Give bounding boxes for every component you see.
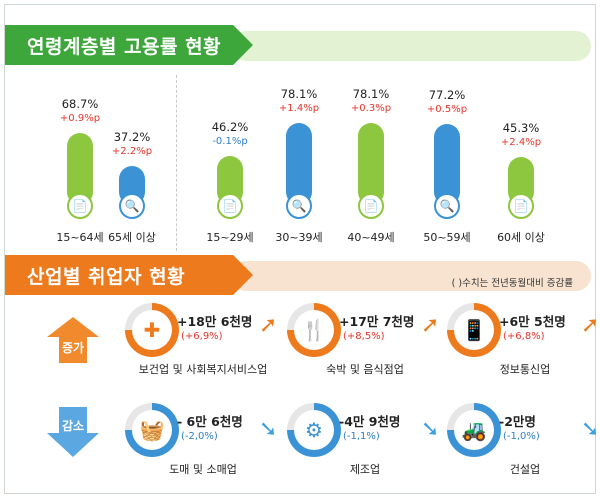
- industry-name: 제조업: [349, 463, 381, 476]
- smartphone-icon: 📱: [454, 310, 494, 350]
- change-label: +2.2%p: [111, 146, 153, 157]
- trend-down-icon: ➘: [421, 417, 440, 442]
- change-label: +1.4%p: [278, 103, 320, 114]
- trend-down-icon: ➘: [581, 417, 600, 442]
- industry-item: 🚜 -2만명 (-1,0%) ➘ 건설업: [435, 403, 600, 476]
- bar-5: [358, 123, 384, 205]
- category-label: 60세 이상: [497, 231, 545, 244]
- change-label: +2.4%p: [500, 137, 542, 148]
- search-document-icon: 🔍: [286, 193, 312, 219]
- industry-item: ✚ +18만 6천명 (+6,9%) ➚ 보건업 및 사회복지서비스업: [113, 303, 293, 376]
- industry-ring: ✚: [125, 303, 179, 357]
- industry-pct: (+6,8%): [503, 331, 545, 342]
- industry-ring: 📱: [447, 303, 501, 357]
- category-label: 50~59세: [423, 231, 471, 244]
- change-label: +0.9%p: [59, 113, 101, 124]
- trend-down-icon: ➘: [259, 417, 278, 442]
- industry-section-title: 산업별 취업자 현황: [5, 255, 253, 295]
- industry-pct: (+6,9%): [181, 331, 223, 342]
- industry-item: 📱 +6만 5천명 (+6,8%) ➚ 정보통신업: [435, 303, 600, 376]
- document-icon: 📄: [217, 193, 243, 219]
- document-icon: 📄: [67, 193, 93, 219]
- document-icon: 📄: [508, 193, 534, 219]
- age-section-header-bg: [231, 31, 591, 61]
- industry-item: ⚙ -4만 9천명 (-1,1%) ➘ 제조업: [275, 403, 455, 476]
- change-label: +0.3%p: [350, 103, 392, 114]
- age-section-header: 연령계층별 고용률 현황: [5, 25, 597, 65]
- industry-amount: +6만 5천명: [499, 314, 566, 329]
- industry-item: 🍴 +17만 7천명 (+8,5%) ➚ 숙박 및 음식점업: [275, 303, 455, 376]
- dining-icon: 🍴: [294, 310, 334, 350]
- industry-section-header-bg: ( )수치는 전년동월대비 증감률: [231, 261, 591, 291]
- increase-marker: 증가: [47, 317, 99, 363]
- industry-name: 도매 및 소매업: [169, 463, 237, 476]
- value-label: 68.7%: [61, 97, 99, 111]
- category-label: 40~49세: [347, 231, 395, 244]
- bar-6: [434, 124, 460, 205]
- value-label: 45.3%: [502, 121, 540, 135]
- excavator-icon: 🚜: [454, 410, 494, 450]
- infographic: 연령계층별 고용률 현황 📄 68.7% +0.9%p 15~64세 🔍 37.2% +2.…: [4, 4, 599, 494]
- gears-icon: ⚙: [294, 410, 334, 450]
- industry-ring: 🧺: [125, 403, 179, 457]
- industry-amount: +18만 6천명: [177, 314, 253, 329]
- industry-pct: (-2,0%): [181, 431, 218, 442]
- age-employment-chart: 📄 68.7% +0.9%p 15~64세 🔍 37.2% +2.2%p 65세 이상 📄 46.…: [5, 75, 597, 253]
- industry-amount: - 6만 6천명: [177, 414, 243, 429]
- value-label: 46.2%: [211, 120, 249, 134]
- document-icon: 📄: [358, 193, 384, 219]
- change-label: -0.1%p: [212, 136, 248, 147]
- group-divider: [176, 75, 177, 251]
- search-document-icon: 🔍: [119, 193, 145, 219]
- category-label: 65세 이상: [108, 231, 156, 244]
- category-label: 15~64세: [56, 231, 104, 244]
- industry-ring: ⚙: [287, 403, 341, 457]
- decrease-label: 감소: [61, 419, 85, 433]
- industry-amount: -4만 9천명: [339, 414, 401, 429]
- industry-pct: (-1,1%): [343, 431, 380, 442]
- change-label: +0.5%p: [426, 104, 468, 115]
- industry-amount: -2만명: [499, 414, 536, 429]
- category-label: 15~29세: [206, 231, 254, 244]
- trend-up-icon: ➚: [421, 313, 440, 338]
- industry-name: 정보통신업: [499, 363, 551, 376]
- age-section-title: 연령계층별 고용률 현황: [5, 25, 253, 65]
- trend-up-icon: ➚: [259, 313, 278, 338]
- shopping-basket-icon: 🧺: [132, 410, 172, 450]
- industry-name: 보건업 및 사회복지서비스업: [138, 363, 268, 376]
- industry-name: 숙박 및 음식점업: [326, 363, 404, 376]
- medical-kit-icon: ✚: [132, 310, 172, 350]
- value-label: 77.2%: [428, 88, 466, 102]
- decrease-marker: 감소: [47, 407, 99, 457]
- up-arrow-icon: [47, 317, 99, 363]
- value-label: 78.1%: [280, 87, 318, 101]
- industry-ring: 🍴: [287, 303, 341, 357]
- footnote: ( )수치는 전년동월대비 증감률: [451, 278, 573, 289]
- industry-item: 🧺 - 6만 6천명 (-2,0%) ➘ 도매 및 소매업: [113, 403, 293, 476]
- industry-ring: 🚜: [447, 403, 501, 457]
- industry-name: 건설업: [509, 463, 541, 476]
- increase-label: 증가: [61, 341, 85, 355]
- down-arrow-icon: [47, 407, 99, 457]
- value-label: 37.2%: [113, 130, 151, 144]
- bar-4: [286, 123, 312, 205]
- industry-amount: +17만 7천명: [339, 314, 415, 329]
- industry-pct: (+8,5%): [343, 331, 385, 342]
- industry-section-header: ( )수치는 전년동월대비 증감률 산업별 취업자 현황: [5, 255, 597, 295]
- category-label: 30~39세: [275, 231, 323, 244]
- search-document-icon: 🔍: [434, 193, 460, 219]
- value-label: 78.1%: [352, 87, 390, 101]
- industry-pct: (-1,0%): [503, 431, 540, 442]
- trend-up-icon: ➚: [581, 313, 600, 338]
